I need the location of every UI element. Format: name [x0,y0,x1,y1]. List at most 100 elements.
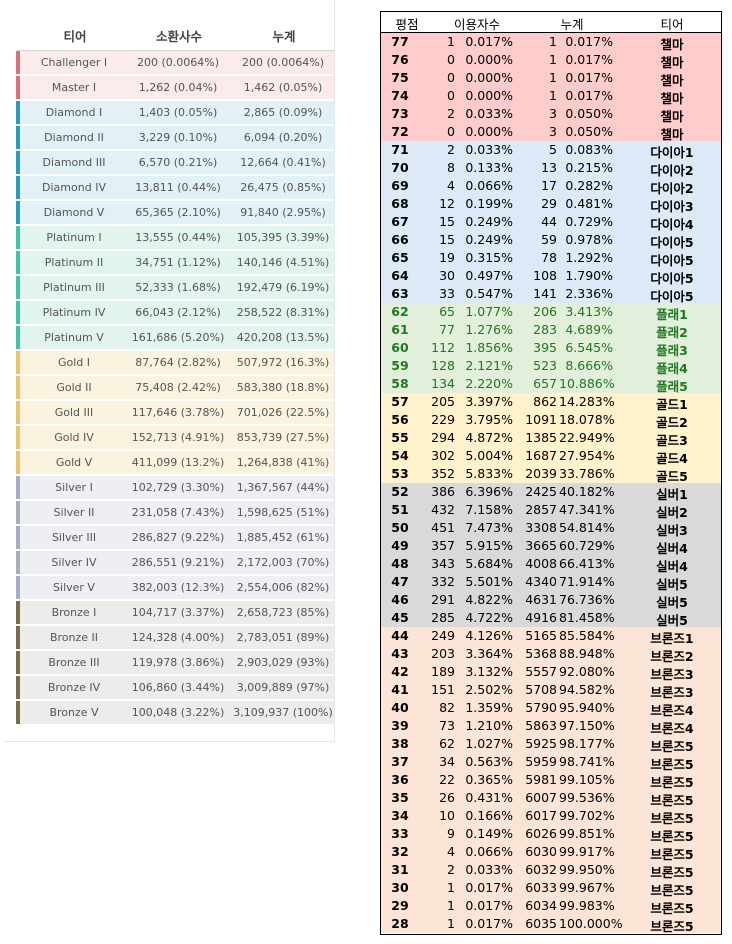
cumulative-percent: 4.689% [565,322,613,337]
tier: 다이아5 [650,253,694,268]
tier: 다이아2 [650,181,694,196]
header-users: 이용자수 [453,17,500,32]
tier-color-bar [16,626,20,649]
header-tier: 티어 [660,17,684,32]
rating-table-row: 75 0 0.000% 1 0.017% 챌마 [381,69,721,88]
cumulative-count: 4008 [525,556,557,571]
tier-name: Silver V [53,581,95,594]
cumulative-count: 206 [533,304,557,319]
tier-color-bar [16,301,20,324]
summoner-count: 66,043 (2.12%) [135,306,221,319]
summoner-table-row: Silver V 382,003 (12.3%) 2,554,006 (82%) [16,576,334,600]
user-count: 82 [439,700,455,715]
cumulative-count: 6030 [525,844,557,859]
tier: 브론즈5 [650,829,694,844]
rating: 55 [391,430,409,445]
tier-name: Gold IV [54,431,94,444]
summoner-count: 231,058 (7.43%) [131,506,225,519]
summoner-tier-table: 티어 소환사수 누계 Challenger I 200 (0.0064%) 200 … [3,0,335,742]
cumulative-percent: 0.083% [565,142,613,157]
rating-table-row: 73 2 0.033% 3 0.050% 챌마 [381,105,721,124]
summoner-count: 119,978 (3.86%) [131,656,225,669]
tier: 브론즈5 [650,757,694,772]
user-count: 1 [447,898,455,913]
rating-table-row: 67 15 0.249% 44 0.729% 다이아4 [381,213,721,232]
rating: 69 [391,178,409,193]
cumulative-count: 6026 [525,826,557,841]
user-count: 432 [431,502,455,517]
cumulative-percent: 99.967% [559,880,615,895]
tier: 다이아3 [650,199,694,214]
cumulative-percent: 22.949% [559,430,615,445]
user-count: 65 [439,304,455,319]
user-count: 451 [431,520,455,535]
cumulative-count: 3,009,889 (97%) [236,681,330,694]
cumulative-count: 5981 [525,772,557,787]
rating-table-row: 29 1 0.017% 6034 99.983% 브론즈5 [381,897,721,916]
rating: 45 [391,610,409,625]
cumulative-count: 2,554,006 (82%) [236,581,330,594]
cumulative-percent: 85.584% [559,628,615,643]
user-percent: 3.397% [465,394,513,409]
tier-color-bar [16,701,20,724]
rating-table-header: 평점 이용자수 누계 티어 [381,12,721,33]
cumulative-percent: 99.983% [559,898,615,913]
cumulative-count: 108 [533,268,557,283]
rating: 70 [391,160,409,175]
rating: 59 [391,358,409,373]
cumulative-count: 395 [533,340,557,355]
tier: 브론즈4 [650,703,694,718]
cumulative-count: 4340 [525,574,557,589]
user-percent: 2.121% [465,358,513,373]
tier-color-bar [16,651,20,674]
cumulative-count: 1091 [525,412,557,427]
tier-color-bar [16,201,20,224]
user-percent: 3.795% [465,412,513,427]
tier-name: Gold III [54,406,94,419]
rating-table-row: 76 0 0.000% 1 0.017% 챌마 [381,51,721,70]
rating: 30 [391,880,409,895]
summoner-count: 102,729 (3.30%) [131,481,225,494]
summoner-count: 87,764 (2.82%) [135,356,221,369]
rating-table-row: 30 1 0.017% 6033 99.967% 브론즈5 [381,879,721,898]
tier: 챌마 [660,55,684,70]
rating-table-row: 35 26 0.431% 6007 99.536% 브론즈5 [381,789,721,808]
cumulative-count: 78 [541,250,557,265]
tier-name: Platinum II [44,256,104,269]
summoner-table-row: Diamond V 65,365 (2.10%) 91,840 (2.95%) [16,201,334,225]
rating-table-row: 60 112 1.856% 395 6.545% 플래3 [381,339,721,358]
summoner-table-row: Gold IV 152,713 (4.91%) 853,739 (27.5%) [16,426,334,450]
cumulative-count: 1687 [525,448,557,463]
rating: 76 [391,52,409,67]
user-count: 249 [431,628,455,643]
rating-table-row: 64 30 0.497% 108 1.790% 다이아5 [381,267,721,286]
cumulative-count: 1,462 (0.05%) [243,81,323,94]
rating-table-row: 59 128 2.121% 523 8.666% 플래4 [381,357,721,376]
rating-distribution-table: 평점 이용자수 누계 티어 77 1 0.017% 1 0.017% 챌마 76 0 0.000… [380,11,722,935]
user-percent: 2.502% [465,682,513,697]
user-percent: 1.276% [465,322,513,337]
rating-table-row: 74 0 0.000% 1 0.017% 챌마 [381,87,721,106]
tier-name: Silver IV [51,556,97,569]
cumulative-count: 3308 [525,520,557,535]
user-count: 352 [431,466,455,481]
rating-table-row: 48 343 5.684% 4008 66.413% 실버4 [381,555,721,574]
cumulative-count: 12,664 (0.41%) [240,156,326,169]
cumulative-percent: 47.341% [559,502,615,517]
tier: 골드3 [656,433,688,448]
user-percent: 0.497% [465,268,513,283]
tier-color-bar [16,76,20,99]
tier: 플래5 [656,379,688,394]
cumulative-percent: 0.017% [565,34,613,49]
tier: 브론즈5 [650,793,694,808]
user-percent: 5.833% [465,466,513,481]
user-count: 4 [447,178,455,193]
cumulative-count: 2,658,723 (85%) [236,606,330,619]
cumulative-count: 2,865 (0.09%) [243,106,323,119]
tier-color-bar [16,401,20,424]
user-percent: 3.364% [465,646,513,661]
tier-color-bar [16,576,20,599]
cumulative-percent: 98.177% [559,736,615,751]
tier: 브론즈5 [650,847,694,862]
cumulative-count: 258,522 (8.31%) [236,306,330,319]
